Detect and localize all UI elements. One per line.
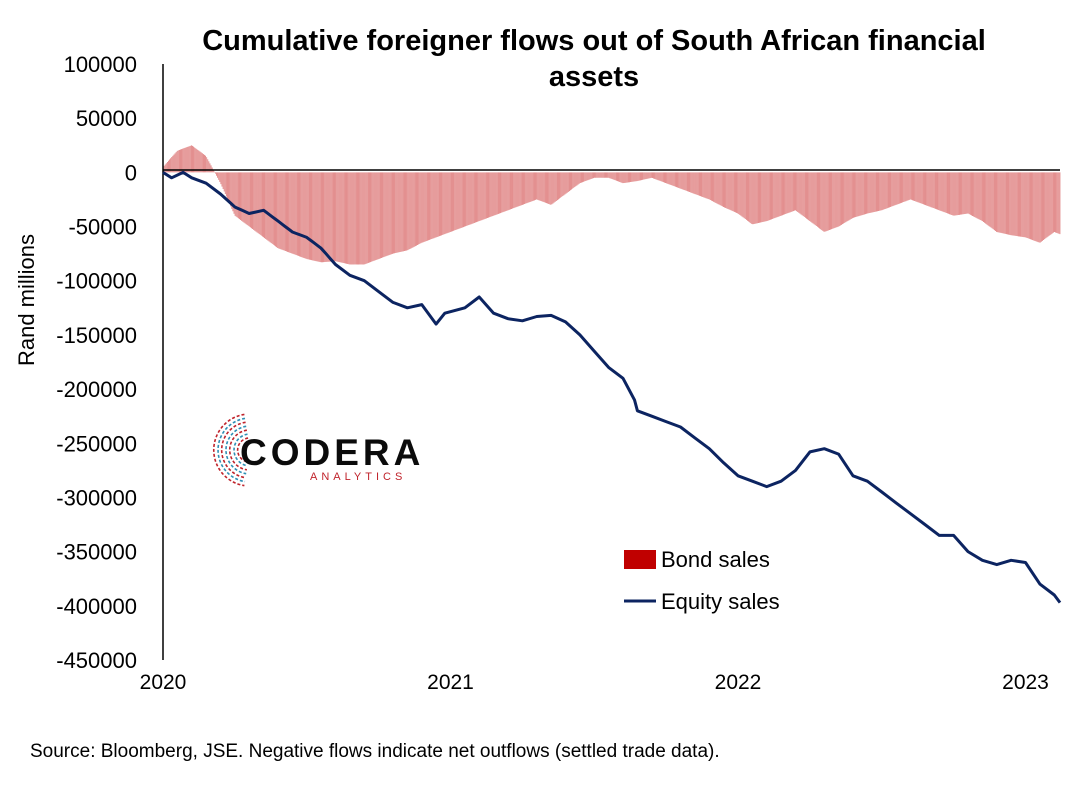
codera-logo: CODERA ANALYTICS: [213, 413, 424, 487]
logo-mark-icon: [213, 413, 249, 487]
x-tick-label: 2022: [715, 671, 762, 694]
y-tick-label: -100000: [56, 269, 137, 294]
y-tick-label: -350000: [56, 540, 137, 565]
chart-title-line-1: Cumulative foreigner flows out of South …: [202, 25, 986, 57]
equity-sales-line: [162, 170, 1062, 604]
y-tick-label: -300000: [56, 485, 137, 510]
y-tick-label: -200000: [56, 377, 137, 402]
legend: Bond sales Equity sales: [624, 547, 780, 614]
logo-arc: [217, 417, 246, 483]
legend-swatch-bond: [624, 550, 656, 569]
y-tick-label: -250000: [56, 431, 137, 456]
legend-label-equity: Equity sales: [661, 589, 780, 614]
logo-tagline: ANALYTICS: [310, 471, 406, 483]
y-tick-label: -150000: [56, 323, 137, 348]
y-axis-ticks: 100000 50000 0 -50000 -100000 -150000 -200000 -…: [56, 52, 137, 673]
y-tick-label: 50000: [76, 106, 137, 131]
x-axis-ticks: 2020 2021 2022 2023: [140, 671, 1049, 694]
logo-arc: [213, 413, 245, 487]
y-tick-label: 100000: [64, 52, 137, 77]
chart-title-line-2: assets: [549, 61, 639, 93]
bond-sales-bars: [162, 145, 1061, 265]
x-tick-label: 2020: [140, 671, 187, 694]
logo-arc: [233, 433, 248, 467]
logo-arc: [220, 421, 246, 479]
y-tick-label: -450000: [56, 648, 137, 673]
y-tick-label: -400000: [56, 594, 137, 619]
y-tick-label: 0: [125, 160, 137, 185]
x-tick-label: 2021: [427, 671, 474, 694]
y-tick-label: -50000: [68, 215, 137, 240]
logo-arc: [228, 429, 248, 471]
y-axis-title: Rand millions: [14, 234, 39, 366]
logo-arc: [236, 437, 249, 463]
logo-name: CODERA: [240, 432, 424, 473]
source-note: Source: Bloomberg, JSE. Negative flows i…: [30, 741, 720, 762]
x-tick-label: 2023: [1002, 671, 1049, 694]
legend-label-bond: Bond sales: [661, 547, 770, 572]
